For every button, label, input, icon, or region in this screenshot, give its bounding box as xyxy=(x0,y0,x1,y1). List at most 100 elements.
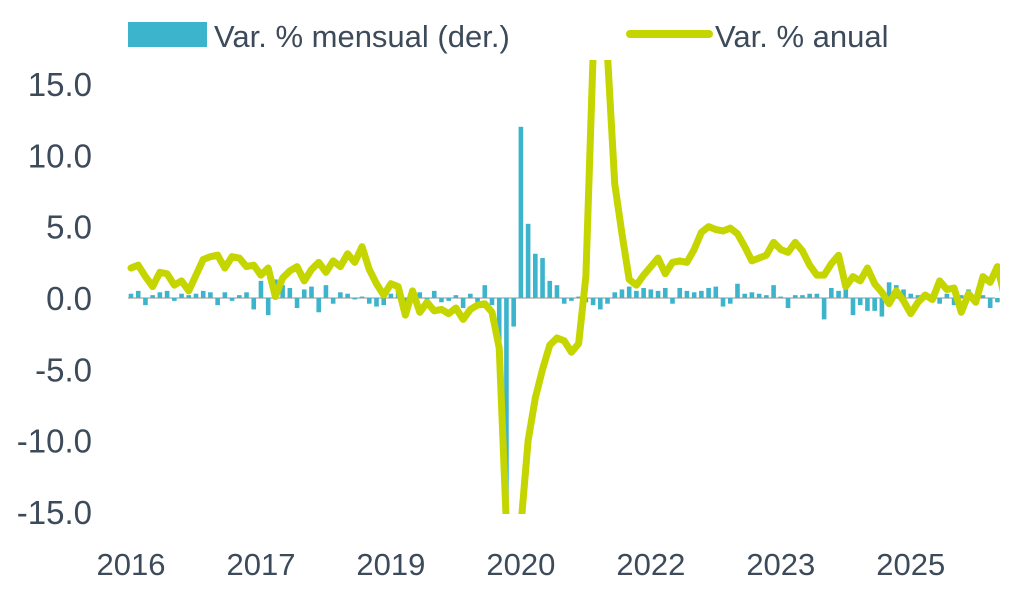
monthly-bar xyxy=(143,298,148,306)
monthly-bar xyxy=(800,295,805,298)
monthly-bar xyxy=(612,292,618,298)
monthly-bar xyxy=(244,292,249,298)
monthly-bars xyxy=(128,126,1000,512)
x-tick-label: 2019 xyxy=(356,547,425,582)
monthly-bar xyxy=(619,289,625,298)
monthly-bar xyxy=(778,296,784,298)
monthly-bar xyxy=(937,298,942,304)
monthly-bar xyxy=(872,298,877,311)
monthly-bar xyxy=(417,292,423,298)
monthly-bar xyxy=(287,288,293,298)
monthly-bar xyxy=(128,293,134,298)
monthly-bar xyxy=(626,286,632,298)
monthly-bar xyxy=(179,293,184,298)
monthly-bar xyxy=(829,288,834,298)
monthly-bar xyxy=(886,282,892,298)
monthly-bar xyxy=(186,295,192,298)
monthly-bar xyxy=(338,292,343,298)
monthly-bar xyxy=(699,290,704,298)
monthly-bar xyxy=(670,298,675,304)
monthly-bar xyxy=(518,126,524,298)
y-tick-label: 0.0 xyxy=(46,280,92,317)
monthly-bar xyxy=(504,298,509,512)
monthly-bar xyxy=(345,293,350,298)
monthly-bar xyxy=(677,288,683,298)
monthly-bar xyxy=(554,285,560,298)
monthly-bar xyxy=(792,295,798,298)
monthly-bar xyxy=(655,290,661,298)
monthly-bar xyxy=(598,298,603,310)
x-tick-label: 2016 xyxy=(97,547,166,582)
y-tick-label: -5.0 xyxy=(35,351,92,388)
annual-line xyxy=(127,60,1000,514)
monthly-bar xyxy=(785,298,791,308)
legend-bar-swatch xyxy=(128,22,207,47)
monthly-bar xyxy=(814,293,820,298)
y-tick-label: -15.0 xyxy=(17,494,92,531)
legend-line-label: Var. % anual xyxy=(715,19,888,54)
monthly-bar xyxy=(850,298,856,316)
monthly-bar xyxy=(590,298,596,306)
monthly-bar xyxy=(836,290,841,298)
x-tick-label: 2022 xyxy=(616,547,685,582)
monthly-bar xyxy=(807,293,812,298)
monthly-bar xyxy=(561,298,567,304)
x-tick-label: 2025 xyxy=(876,547,945,582)
monthly-bar xyxy=(237,295,242,298)
monthly-bar xyxy=(251,298,257,310)
monthly-bar xyxy=(150,295,155,298)
monthly-bar xyxy=(908,293,914,298)
monthly-bar xyxy=(164,290,170,298)
monthly-bar xyxy=(475,298,480,303)
x-tick-label: 2017 xyxy=(226,547,295,582)
monthly-bar xyxy=(157,292,163,298)
monthly-bar xyxy=(294,298,300,308)
y-tick-label: -10.0 xyxy=(17,423,92,460)
x-tick-label: 2020 xyxy=(486,547,555,582)
monthly-bar xyxy=(742,293,747,298)
monthly-bar xyxy=(359,296,365,298)
monthly-bar xyxy=(684,290,690,298)
monthly-bar xyxy=(208,292,213,298)
monthly-bar xyxy=(316,298,322,313)
monthly-bar xyxy=(172,298,177,301)
monthly-bar xyxy=(756,293,762,298)
monthly-bar xyxy=(713,286,719,298)
monthly-bar xyxy=(691,292,697,298)
monthly-bar xyxy=(381,298,386,306)
monthly-bar xyxy=(229,298,235,301)
monthly-bar xyxy=(540,258,545,298)
monthly-bar xyxy=(944,293,950,298)
monthly-bar xyxy=(265,298,271,316)
monthly-bar xyxy=(641,288,646,298)
monthly-bar xyxy=(482,285,488,298)
monthly-bar xyxy=(547,280,553,298)
legend-bar-label: Var. % mensual (der.) xyxy=(214,19,510,54)
monthly-bar xyxy=(959,295,964,298)
monthly-bar xyxy=(901,289,906,298)
monthly-bar xyxy=(735,283,740,298)
monthly-bar xyxy=(879,298,885,317)
monthly-bar xyxy=(460,298,466,308)
monthly-bar xyxy=(489,298,495,306)
monthly-bar xyxy=(200,290,206,298)
monthly-bar xyxy=(309,286,314,298)
y-tick-label: 5.0 xyxy=(46,209,92,246)
y-axis: 15.0 10.0 5.0 0.0 -5.0 -10.0 -15.0 xyxy=(17,66,92,531)
monthly-bar xyxy=(193,293,199,298)
monthly-bar xyxy=(951,298,957,306)
monthly-bar xyxy=(821,298,827,320)
legend: Var. % mensual (der.) Var. % anual xyxy=(128,19,888,54)
monthly-bar xyxy=(468,293,473,298)
monthly-bar xyxy=(280,285,285,298)
monthly-bar xyxy=(727,298,733,304)
monthly-bar xyxy=(749,292,755,298)
monthly-bar xyxy=(446,298,451,301)
monthly-bar xyxy=(720,298,726,307)
y-tick-label: 15.0 xyxy=(28,66,92,103)
monthly-bar xyxy=(511,298,516,327)
monthly-bar xyxy=(533,253,538,298)
monthly-bar xyxy=(453,295,459,298)
monthly-bar xyxy=(222,292,228,298)
monthly-bar xyxy=(634,290,639,298)
